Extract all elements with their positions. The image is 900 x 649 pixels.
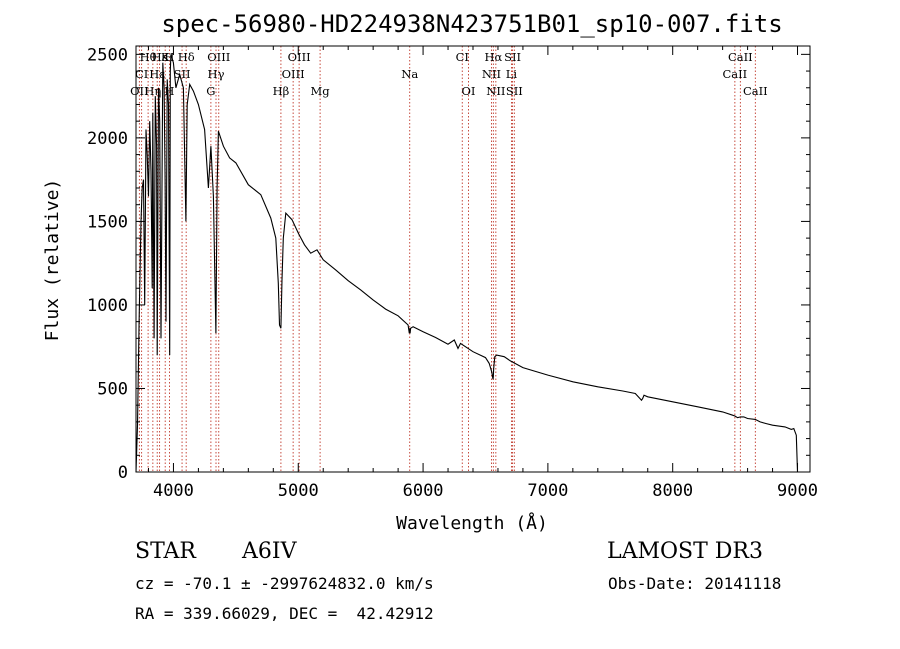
y-tick-label: 2000 — [87, 129, 128, 149]
line-label: OI — [462, 84, 476, 98]
chart-title: spec-56980-HD224938N423751B01_sp10-007.f… — [161, 10, 782, 38]
line-label: CaII — [722, 67, 747, 81]
line-label: Hδ — [178, 50, 195, 64]
line-label: Na — [401, 67, 418, 81]
x-tick-label: 8000 — [652, 481, 693, 501]
line-label: Mg — [311, 84, 331, 98]
object-class: STAR — [135, 539, 196, 564]
redshift-text: cz = -70.1 ± -2997624832.0 km/s — [135, 574, 434, 593]
x-ticks: 4000 5000 6000 7000 8000 9000 — [147, 46, 818, 501]
spectrum-line — [135, 54, 799, 473]
x-tick-label: 5000 — [278, 481, 319, 501]
line-label: Hη — [144, 84, 161, 98]
line-markers — [138, 46, 756, 472]
line-label: Hε — [152, 50, 168, 64]
line-label: SII — [504, 50, 521, 64]
line-label: Hα — [484, 50, 502, 64]
line-label: OIII — [207, 50, 230, 64]
line-label: OIII — [288, 50, 311, 64]
line-label: SII — [506, 84, 523, 98]
line-label: SII — [174, 67, 191, 81]
line-label: CI — [456, 50, 469, 64]
x-tick-label: 9000 — [777, 481, 818, 501]
line-label: H — [164, 50, 174, 64]
line-label: CI — [135, 67, 148, 81]
y-tick-label: 500 — [97, 379, 128, 399]
obs-date: Obs-Date: 20141118 — [608, 574, 782, 593]
survey-name: LAMOST DR3 — [607, 539, 763, 564]
x-axis-label: Wavelength (Å) — [396, 512, 548, 534]
line-label: CaII — [728, 50, 753, 64]
y-axis-label: Flux (relative) — [42, 179, 63, 342]
line-label: G — [206, 84, 215, 98]
y-ticks: 0 500 1000 1500 2000 2500 — [87, 45, 810, 483]
line-label: Hβ — [273, 84, 290, 98]
line-label: Li — [506, 67, 518, 81]
line-label: CaII — [743, 84, 768, 98]
line-label: Hθ — [140, 50, 157, 64]
x-tick-label: 4000 — [153, 481, 194, 501]
line-label: Hε — [149, 67, 165, 81]
line-label: NII — [486, 84, 505, 98]
line-label: K — [161, 50, 170, 64]
line-label: Hγ — [208, 67, 225, 81]
y-tick-label: 1000 — [87, 296, 128, 316]
x-tick-label: 6000 — [403, 481, 444, 501]
y-tick-label: 1500 — [87, 212, 128, 232]
line-label: OIII — [282, 67, 305, 81]
plot-frame — [135, 45, 811, 473]
coordinates: RA = 339.66029, DEC = 42.42912 — [135, 604, 434, 623]
y-tick-label: 0 — [118, 463, 128, 483]
line-label: H — [164, 84, 174, 98]
x-tick-label: 7000 — [527, 481, 568, 501]
line-label: NII — [482, 67, 501, 81]
line-label: OII — [130, 84, 149, 98]
y-tick-label: 2500 — [87, 45, 128, 65]
object-subclass: A6IV — [242, 539, 297, 564]
